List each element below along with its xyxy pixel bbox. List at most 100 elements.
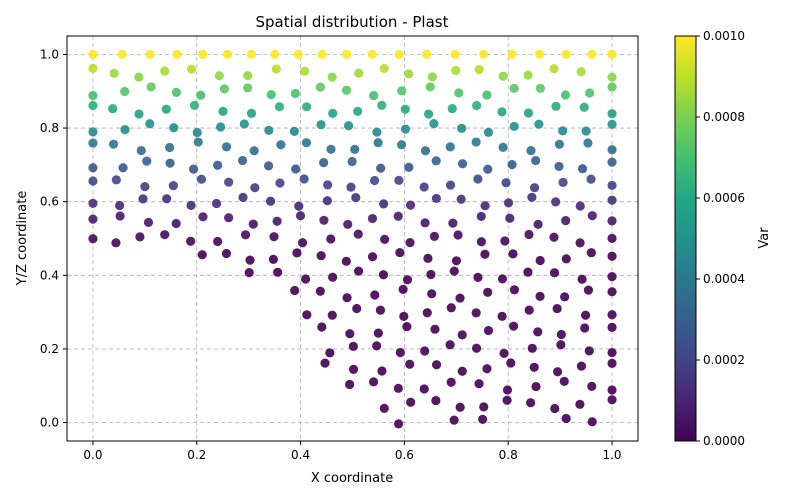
data-point	[422, 49, 432, 60]
data-point	[367, 213, 378, 224]
data-point	[448, 218, 458, 228]
data-point	[297, 238, 308, 248]
data-point	[243, 71, 253, 81]
data-point	[373, 138, 383, 148]
data-point	[211, 198, 222, 209]
data-point	[445, 142, 455, 152]
data-point	[431, 193, 441, 204]
data-point	[299, 174, 309, 184]
data-point	[585, 88, 595, 98]
data-point	[535, 49, 545, 60]
data-point	[457, 159, 468, 169]
data-point	[88, 90, 98, 101]
data-point	[379, 63, 389, 74]
data-point	[377, 100, 387, 110]
data-point	[326, 144, 336, 154]
data-point	[367, 252, 378, 262]
data-point	[319, 158, 329, 168]
data-point	[524, 229, 534, 240]
data-point	[193, 137, 203, 147]
y-axis-label: Y/Z coordinate	[15, 191, 30, 287]
data-point	[354, 68, 364, 78]
data-point	[295, 211, 306, 221]
data-point	[549, 268, 560, 278]
data-point	[502, 385, 513, 395]
data-point	[344, 121, 354, 131]
data-point	[265, 196, 276, 206]
data-point	[527, 343, 537, 353]
data-point	[315, 286, 325, 296]
data-point	[294, 201, 304, 211]
data-point	[264, 125, 274, 135]
data-point	[587, 49, 597, 60]
data-point	[276, 140, 286, 150]
data-point	[474, 379, 484, 389]
data-point	[429, 231, 439, 241]
x-tick-label: 0.0	[83, 448, 102, 462]
data-point	[275, 178, 285, 188]
data-point	[561, 254, 571, 264]
data-point	[607, 82, 617, 92]
data-point	[373, 328, 383, 338]
data-point	[535, 291, 545, 301]
data-point	[160, 66, 170, 76]
data-point	[607, 358, 617, 368]
data-point	[342, 49, 352, 60]
data-point	[497, 274, 508, 284]
data-point	[419, 384, 429, 394]
data-point	[577, 164, 588, 174]
data-point	[526, 145, 536, 156]
data-point	[320, 358, 330, 368]
data-point	[88, 127, 98, 137]
y-tick-label: 0.6	[40, 195, 59, 209]
data-point	[402, 322, 412, 332]
data-point	[117, 49, 127, 60]
data-point	[508, 249, 518, 259]
data-point	[272, 216, 282, 226]
data-point	[316, 251, 326, 261]
data-point	[607, 322, 617, 332]
data-point	[88, 214, 98, 224]
x-tick-label: 0.4	[291, 448, 310, 462]
data-point	[427, 289, 437, 299]
data-point	[457, 366, 467, 376]
data-point	[423, 253, 433, 263]
data-point	[500, 236, 510, 246]
data-point	[269, 232, 279, 242]
data-point	[120, 125, 130, 135]
y-tick-label: 0.8	[40, 121, 59, 135]
data-point	[534, 119, 544, 129]
data-point	[197, 250, 207, 260]
data-point	[289, 126, 299, 136]
data-point	[607, 157, 617, 167]
data-point	[561, 413, 571, 424]
data-point	[476, 237, 486, 247]
data-point	[429, 119, 439, 129]
data-point	[420, 146, 431, 156]
data-point	[328, 108, 338, 119]
data-point	[135, 232, 145, 242]
data-point	[221, 142, 232, 152]
colorbar-tick-label: 0.0002	[703, 353, 745, 367]
data-point	[523, 108, 534, 118]
data-point	[215, 122, 226, 132]
data-point	[587, 211, 597, 221]
data-point	[244, 268, 254, 278]
data-point	[450, 49, 460, 60]
data-point	[498, 71, 508, 81]
data-point	[509, 121, 519, 132]
data-point	[186, 236, 196, 246]
data-point	[380, 234, 390, 244]
data-point	[561, 216, 571, 226]
data-point	[372, 341, 382, 351]
data-point	[446, 377, 456, 387]
data-point	[88, 163, 98, 173]
data-point	[376, 163, 386, 173]
data-point	[222, 49, 233, 60]
data-point	[404, 162, 414, 172]
data-point	[560, 292, 570, 302]
data-point	[88, 198, 98, 208]
x-axis-label: X coordinate	[311, 471, 393, 486]
data-point	[394, 175, 404, 185]
data-point	[549, 64, 559, 74]
